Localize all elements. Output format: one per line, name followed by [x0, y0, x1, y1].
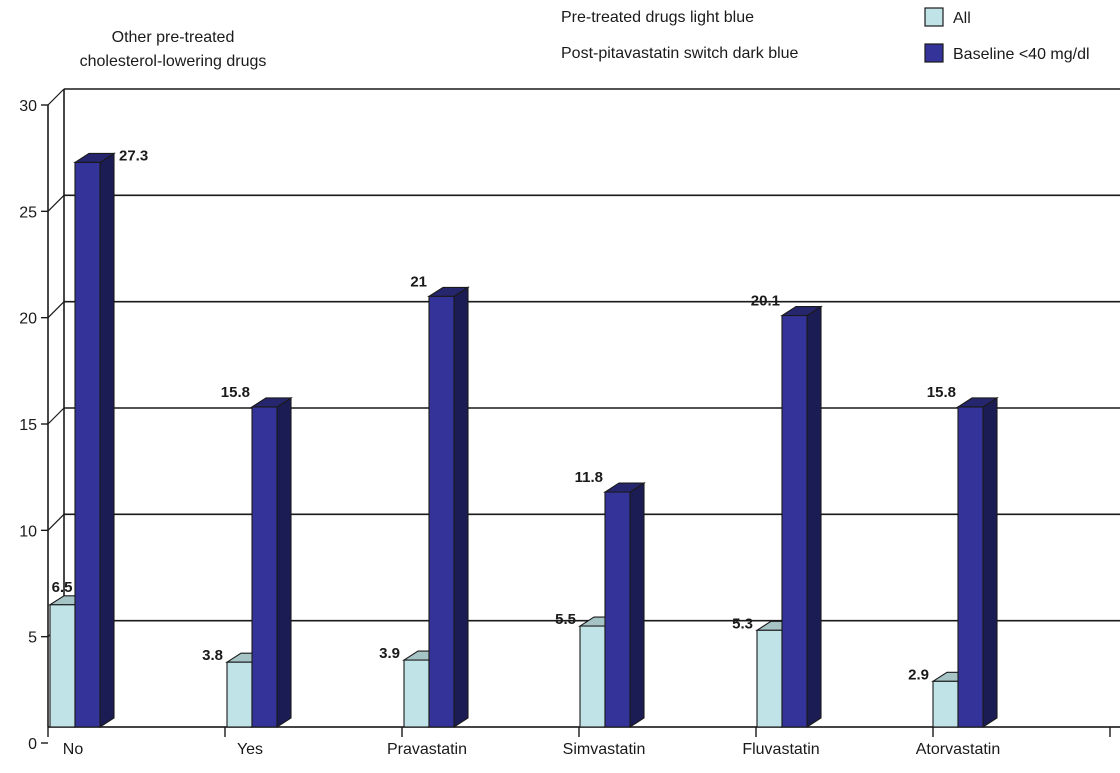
y-tick-label: 0: [28, 736, 37, 753]
bar-all-front: [49, 604, 76, 728]
bar-baseline-side: [806, 305, 822, 729]
gridline-depth: [47, 88, 65, 106]
bar-baseline-front: [604, 491, 631, 728]
data-label-all: 3.9: [379, 645, 400, 662]
bar-baseline-front: [781, 314, 808, 728]
bar-baseline-front: [74, 161, 101, 728]
data-label-baseline: 27.3: [119, 147, 148, 164]
y-tick-label: 5: [28, 630, 37, 647]
x-tick-label: Atorvastatin: [916, 741, 1000, 758]
data-label-all: 2.9: [908, 666, 929, 683]
data-label-baseline: 20.1: [751, 293, 780, 310]
data-label-baseline: 15.8: [221, 384, 250, 401]
bar-baseline: [250, 396, 293, 729]
plot-grid: [47, 88, 1120, 638]
bar-all-front: [403, 659, 430, 728]
bar-baseline: [780, 305, 823, 729]
bar-baseline-side: [629, 482, 645, 729]
y-tick-label: 25: [19, 204, 37, 221]
plot-bars: [48, 152, 999, 729]
data-label-baseline: 21: [410, 273, 427, 290]
bar-baseline-front: [957, 406, 984, 728]
bar-all-front: [579, 625, 606, 728]
bar-baseline: [956, 396, 999, 729]
gridline-depth: [47, 301, 65, 319]
bar-baseline: [73, 152, 116, 729]
bar-all-front: [932, 680, 959, 728]
gridline-depth: [47, 194, 65, 212]
legend-label-baseline: Baseline <40 mg/dl: [953, 46, 1090, 63]
gridline-depth: [47, 407, 65, 425]
color-note-post-switch: Post-pitavastatin switch dark blue: [561, 45, 799, 62]
data-label-baseline: 11.8: [575, 469, 603, 486]
legend-swatch-all: [924, 7, 944, 27]
bar-all-front: [756, 629, 783, 728]
x-tick-label: No: [63, 741, 84, 758]
bar-baseline-side: [453, 286, 469, 729]
gridline-depth: [47, 513, 65, 531]
chart-title-line-2: cholesterol-lowering drugs: [80, 53, 267, 70]
x-tick-label: Pravastatin: [387, 741, 467, 758]
bar-baseline-side: [982, 396, 998, 729]
bar-baseline-side: [276, 396, 292, 729]
data-label-all: 3.8: [202, 647, 223, 664]
plot-labels: 6.5 27.3 3.8 15.8 3.9 21 5.5 11.8 5.3 20.1 2.9 15.8: [52, 147, 956, 683]
bar-baseline: [603, 482, 646, 729]
plot-axes: 0 5 10 15 20 25 30 No Yes Pravastatin Simvastatin F…: [19, 89, 1120, 758]
bar-baseline-front: [428, 295, 455, 728]
x-tick-label: Simvastatin: [563, 741, 646, 758]
data-label-baseline: 15.8: [927, 384, 956, 401]
data-label-all: 6.5: [52, 579, 73, 596]
bar-baseline: [427, 286, 470, 729]
data-label-all: 5.5: [555, 611, 576, 628]
data-label-all: 5.3: [732, 615, 753, 632]
color-note-pretreated: Pre-treated drugs light blue: [561, 9, 754, 26]
bar-baseline-side: [99, 152, 115, 729]
y-tick-label: 30: [19, 98, 37, 115]
x-tick-label: Yes: [237, 741, 263, 758]
y-tick-label: 20: [19, 311, 37, 328]
legend: All Baseline <40 mg/dl: [924, 7, 1090, 63]
y-tick-label: 15: [19, 417, 37, 434]
bar-all-front: [226, 661, 253, 728]
legend-swatch-baseline: [924, 43, 944, 63]
y-tick-label: 10: [19, 523, 37, 540]
x-tick-label: Fluvastatin: [742, 741, 819, 758]
legend-label-all: All: [953, 10, 971, 27]
bar-baseline-front: [251, 406, 278, 728]
chart-title-line-1: Other pre-treated: [112, 29, 235, 46]
